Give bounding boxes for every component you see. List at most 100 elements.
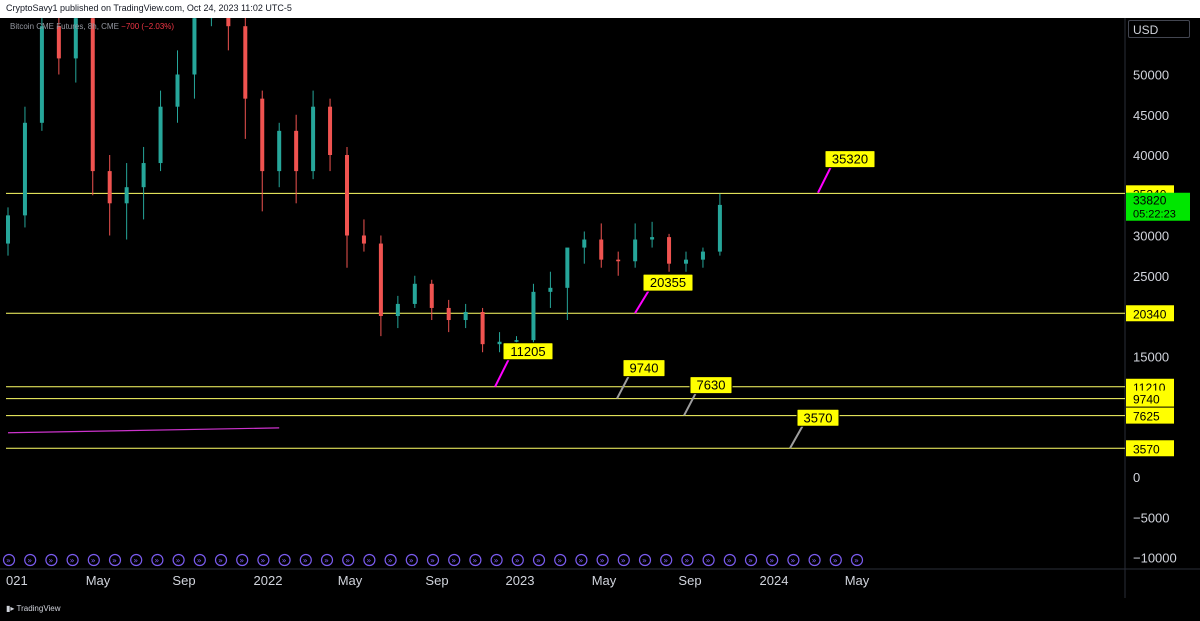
event-marker-icon[interactable]: [172, 553, 185, 567]
event-marker-icon[interactable]: [808, 553, 821, 567]
callout-pointer: [789, 424, 804, 449]
event-marker-icon[interactable]: [490, 553, 503, 567]
event-marker-icon[interactable]: [108, 553, 122, 567]
candle-body: [684, 259, 688, 264]
brand-text: TradingView: [16, 604, 61, 613]
callout-labels: 35320 20355 11205 9740 7630 3570: [494, 150, 876, 449]
trend-line: [7, 427, 280, 434]
callout-pointer: [817, 166, 832, 194]
candle-body: [667, 237, 672, 264]
event-marker-icon[interactable]: [363, 553, 376, 567]
event-marker-arrow: »: [48, 556, 53, 565]
candle-body: [412, 283, 417, 304]
price-level-text: 7625: [1133, 410, 1160, 424]
event-marker-arrow: »: [197, 556, 202, 565]
candle-body: [141, 163, 146, 188]
event-marker-icon[interactable]: [469, 553, 482, 567]
event-marker-icon[interactable]: [787, 553, 800, 567]
event-marker-icon[interactable]: [405, 553, 418, 567]
event-marker-arrow: »: [472, 556, 477, 565]
price-tick-label: 30000: [1133, 229, 1169, 244]
event-marker-icon[interactable]: [193, 553, 206, 567]
currency-button[interactable]: USD: [1128, 20, 1190, 38]
event-markers[interactable]: » » » » » » » » » » » » » » » » » » » » » » » » » » » » » » » » » » » » » » » »…: [2, 553, 864, 567]
candle-body: [446, 307, 451, 321]
event-marker-icon[interactable]: [617, 553, 630, 567]
event-marker-icon[interactable]: [257, 553, 270, 567]
event-marker-arrow: »: [282, 556, 287, 565]
candle-body: [429, 283, 434, 308]
event-marker-arrow: »: [494, 556, 499, 565]
candle-body: [650, 237, 655, 240]
event-marker-icon[interactable]: [575, 553, 588, 567]
price-tick-label: 50000: [1133, 68, 1169, 83]
event-marker-icon[interactable]: [236, 553, 249, 567]
event-marker-icon[interactable]: [342, 553, 355, 567]
event-marker-icon[interactable]: [829, 553, 842, 567]
candle-body: [6, 215, 10, 244]
price-axis[interactable]: 50000 45000 40000 30000 25000 15000 0 −5000 −100…: [1133, 68, 1177, 566]
event-marker-icon[interactable]: [850, 553, 864, 567]
plot-area[interactable]: [0, 18, 1125, 570]
event-marker-arrow: »: [112, 556, 117, 565]
symbol-legend: Bitcoin CME Futures, 8h, CME −700 (−2.03…: [10, 22, 174, 31]
event-marker-icon[interactable]: [24, 553, 37, 567]
event-marker-arrow: »: [260, 556, 265, 565]
candle-body: [497, 341, 502, 345]
time-axis[interactable]: 021 May Sep 2022 May Sep 2023 May Sep 2024 May: [6, 573, 870, 588]
event-marker-icon[interactable]: [2, 553, 16, 567]
symbol-name: Bitcoin CME Futures, 8h, CME: [10, 22, 119, 31]
candle-body: [311, 106, 316, 172]
event-marker-icon[interactable]: [532, 553, 546, 567]
countdown-text: 05:22:23: [1133, 209, 1176, 221]
event-marker-icon[interactable]: [596, 553, 609, 567]
event-marker-arrow: »: [409, 556, 414, 565]
price-chart[interactable]: 35320 20355 11205 9740 7630 3570 50000 45000 40…: [0, 18, 1200, 598]
callout-text: 7630: [697, 378, 726, 393]
price-level-text: 3570: [1133, 442, 1160, 456]
price-tick-label: −10000: [1133, 551, 1177, 566]
event-marker-icon[interactable]: [320, 553, 334, 567]
event-marker-icon[interactable]: [66, 553, 79, 567]
candle-body: [158, 106, 163, 164]
price-level-text: 9740: [1133, 393, 1160, 407]
event-marker-icon[interactable]: [660, 553, 673, 567]
event-marker-icon[interactable]: [299, 553, 312, 567]
candle-body: [226, 18, 231, 27]
candle-body: [345, 155, 349, 236]
horizontal-levels: [6, 192, 1125, 449]
candle-body: [599, 239, 604, 260]
event-marker-arrow: »: [430, 556, 435, 565]
event-marker-arrow: »: [515, 556, 520, 565]
event-marker-icon[interactable]: [87, 553, 100, 567]
event-marker-icon[interactable]: [384, 553, 397, 567]
event-marker-icon[interactable]: [511, 553, 524, 567]
event-marker-icon[interactable]: [723, 553, 736, 567]
event-marker-icon[interactable]: [448, 553, 461, 567]
callout-box: [642, 273, 694, 292]
event-marker-icon[interactable]: [638, 553, 652, 567]
event-marker-icon[interactable]: [554, 553, 567, 567]
event-marker-icon[interactable]: [45, 553, 58, 567]
event-marker-icon[interactable]: [214, 553, 228, 567]
candle-body: [243, 26, 248, 99]
event-marker-arrow: »: [600, 556, 605, 565]
price-level-tag: [1126, 305, 1174, 322]
event-marker-icon[interactable]: [702, 553, 715, 567]
event-marker-icon[interactable]: [766, 553, 779, 567]
event-marker-icon[interactable]: [681, 553, 694, 567]
event-marker-icon[interactable]: [151, 553, 164, 567]
footer: ▮▸ TradingView: [0, 598, 1200, 621]
tradingview-logo: ▮▸ TradingView: [6, 604, 61, 613]
event-marker-icon[interactable]: [130, 553, 143, 567]
candle-body: [56, 26, 61, 59]
event-marker-icon[interactable]: [426, 553, 440, 567]
candlestick-series: [6, 18, 722, 353]
candle-body: [361, 235, 366, 244]
event-marker-icon[interactable]: [278, 553, 291, 567]
event-marker-icon[interactable]: [744, 553, 758, 567]
price-tick-label: 25000: [1133, 269, 1169, 284]
time-tick-label: May: [338, 573, 363, 588]
candle-body: [175, 74, 180, 107]
